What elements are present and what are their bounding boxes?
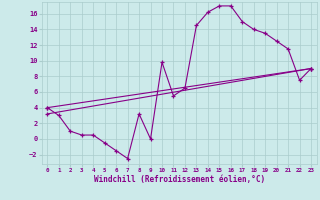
X-axis label: Windchill (Refroidissement éolien,°C): Windchill (Refroidissement éolien,°C) [94,175,265,184]
